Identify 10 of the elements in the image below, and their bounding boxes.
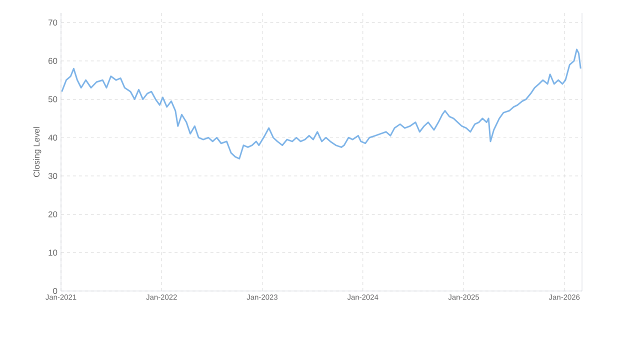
y-tick-label: 0 bbox=[53, 288, 58, 294]
line-series bbox=[61, 48, 582, 160]
y-tick-label: 20 bbox=[48, 211, 58, 218]
y-tick-label: 30 bbox=[48, 172, 58, 179]
y-tick-label: 60 bbox=[48, 58, 58, 64]
y-tick-label: 70 bbox=[48, 20, 58, 26]
y-tick-label: 10 bbox=[48, 250, 58, 256]
y-tick-label: 50 bbox=[48, 96, 58, 102]
y-tick-label: 40 bbox=[48, 134, 58, 141]
y-axis-title: Closing Level bbox=[33, 127, 42, 177]
